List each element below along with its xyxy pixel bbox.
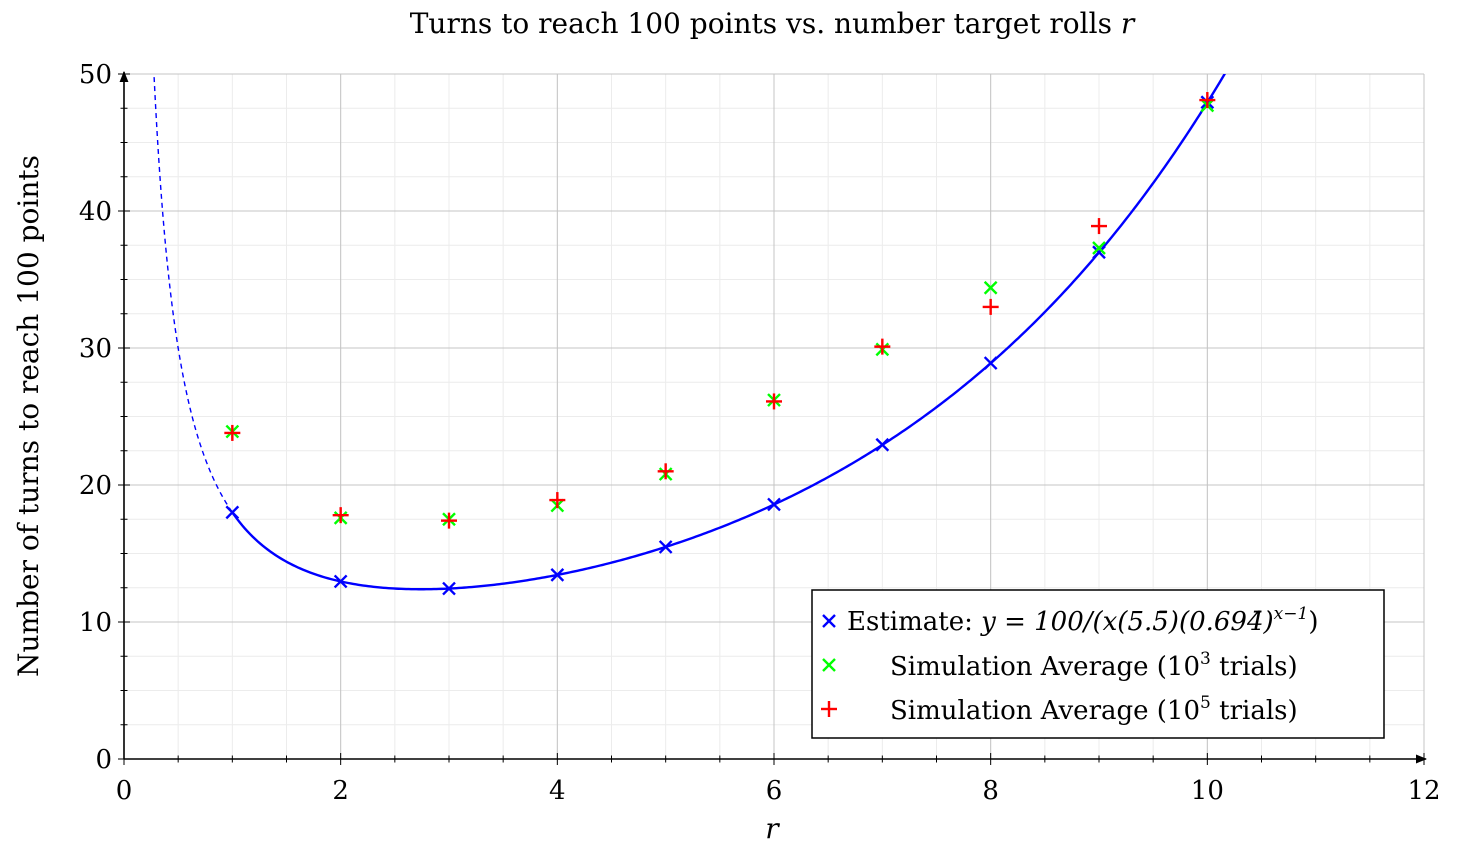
estimate-point-stroke-b xyxy=(658,540,673,554)
x-tick-label: 10 xyxy=(1191,776,1224,806)
estimate-point xyxy=(225,505,240,520)
y-tick-label: 50 xyxy=(79,60,112,90)
legend-marker-sim-1e5 xyxy=(821,701,837,717)
estimate-point xyxy=(658,540,673,554)
sim-1e5-point xyxy=(441,512,457,529)
estimate-point-stroke-b xyxy=(767,497,781,512)
legend-entry-estimate: Estimate: y = 100/(x(5.5̄)(0.694̄)x−1) xyxy=(847,604,1318,637)
sim-1e3-point xyxy=(1092,241,1106,255)
sim-1e5-point xyxy=(1091,218,1107,235)
estimate-curve-layer xyxy=(153,74,1227,591)
sim-1e5-point xyxy=(1199,92,1216,109)
legend-entry-sim-1e3: Simulation Average (103 trials) xyxy=(890,649,1298,682)
y-tick-label: 0 xyxy=(95,745,112,775)
x-axis-label: r xyxy=(765,812,780,845)
sim-1e5-point xyxy=(332,507,349,524)
data-marks xyxy=(224,92,1216,596)
legend-marker-sim-1e3 xyxy=(822,658,836,672)
estimate-point xyxy=(442,581,456,596)
estimate-point-stroke-b xyxy=(1092,245,1106,260)
estimate-point-stroke-b xyxy=(875,437,890,452)
sim-1e5-point xyxy=(549,492,566,509)
sim-1e3-point-stroke-b xyxy=(1092,241,1106,255)
legend-marker-estimate xyxy=(822,614,836,628)
y-tick-label: 20 xyxy=(79,471,112,501)
x-tick-label: 4 xyxy=(549,776,566,806)
estimate-point xyxy=(1092,245,1106,260)
chart-title: Turns to reach 100 points vs. number tar… xyxy=(410,7,1136,40)
estimate-point-stroke-b xyxy=(442,581,456,596)
sim-1e3-point-stroke-b xyxy=(983,280,998,295)
legend-box xyxy=(811,589,1385,739)
estimate-point-stroke-b xyxy=(983,356,998,370)
legend-marker-estimate-stroke-b xyxy=(822,614,836,628)
tick-labels: 0 2 4 6 8 10 12 0 10 20 30 40 50 xyxy=(79,60,1441,806)
estimate-point xyxy=(875,437,890,452)
x-tick-label: 6 xyxy=(766,776,783,806)
estimate-point-stroke-b xyxy=(333,574,348,589)
sim-1e5-point xyxy=(874,338,891,355)
y-tick-label: 40 xyxy=(79,197,112,227)
sim-1e5-point xyxy=(982,298,999,315)
x-tick-label: 0 xyxy=(116,776,133,806)
estimate-point xyxy=(983,356,998,370)
x-tick-label: 8 xyxy=(982,776,999,806)
y-tick-label: 30 xyxy=(79,334,112,364)
legend-marker-sim-1e3-stroke-b xyxy=(822,658,836,672)
x-tick-label: 12 xyxy=(1407,776,1440,806)
y-axis-label: Number of turns to reach 100 points xyxy=(12,155,45,677)
estimate-point-stroke-b xyxy=(550,568,565,582)
axes xyxy=(118,70,1428,765)
sim-1e3-point xyxy=(983,280,998,295)
estimate-curve xyxy=(231,74,1227,591)
legend: Estimate: y = 100/(x(5.5̄)(0.694̄)x−1) S… xyxy=(811,589,1385,739)
estimate-point-stroke-b xyxy=(225,505,240,520)
sim-1e5-point xyxy=(657,463,674,480)
estimate-point xyxy=(767,497,781,512)
estimate-point xyxy=(333,574,348,589)
estimate-point xyxy=(550,568,565,582)
estimate-curve-dashed xyxy=(153,74,233,513)
legend-entry-sim-1e5: Simulation Average (105 trials) xyxy=(890,693,1298,726)
sim-1e5-point xyxy=(224,424,241,441)
y-tick-label: 10 xyxy=(79,608,112,638)
x-tick-label: 2 xyxy=(332,776,349,806)
legend-markers xyxy=(821,614,837,717)
sim-1e5-point xyxy=(766,393,782,410)
